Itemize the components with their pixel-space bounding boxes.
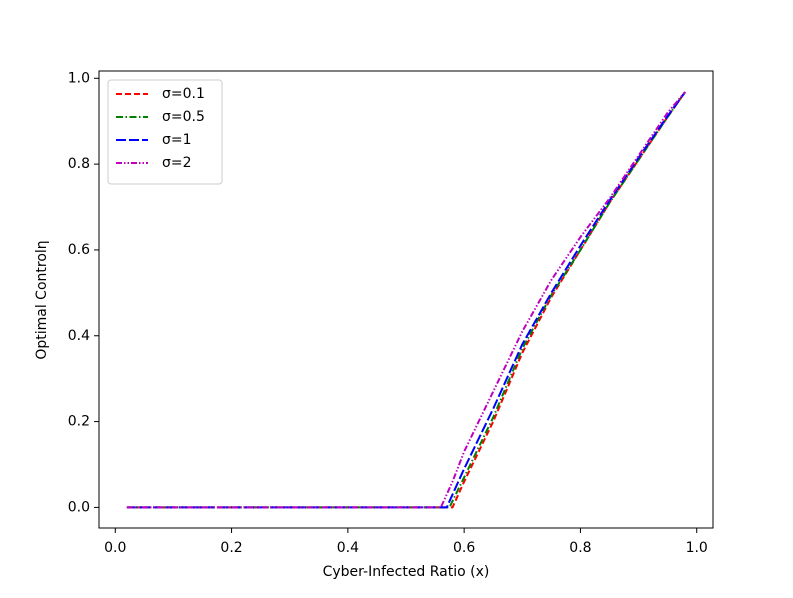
x-tick-label: 0.2 xyxy=(220,540,242,556)
x-axis-label: Cyber-Infected Ratio (x) xyxy=(323,564,490,580)
x-tick-label: 0.6 xyxy=(453,540,475,556)
y-tick-label: 0.0 xyxy=(68,499,90,515)
y-tick-label: 0.6 xyxy=(68,242,90,258)
y-tick-label: 1.0 xyxy=(68,70,90,86)
legend-box xyxy=(107,79,223,185)
y-tick-label: 0.4 xyxy=(68,328,90,344)
y-tick-label: 0.8 xyxy=(68,156,90,172)
x-tick-label: 1.0 xyxy=(686,540,708,556)
legend-label: σ=0.1 xyxy=(162,86,205,102)
x-tick-label: 0.4 xyxy=(337,540,359,556)
x-tick-label: 0.0 xyxy=(104,540,126,556)
legend-label: σ=0.5 xyxy=(162,109,205,125)
legend: σ=0.1 σ=0.5 σ=1 σ=2 xyxy=(107,79,223,185)
plot-frame xyxy=(98,70,714,529)
y-axis-label: Optimal Controlη xyxy=(34,240,50,359)
y-tick-label: 0.2 xyxy=(68,414,90,430)
legend-label: σ=1 xyxy=(162,132,192,148)
series-line xyxy=(126,91,686,509)
legend-label: σ=2 xyxy=(162,155,192,171)
x-tick-label: 0.8 xyxy=(569,540,591,556)
